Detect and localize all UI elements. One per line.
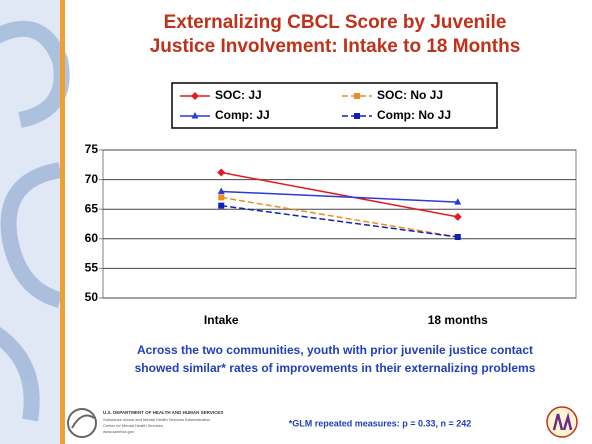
marker <box>217 168 226 177</box>
hhs-emblem <box>71 414 95 429</box>
x-tick-label: Intake <box>204 313 239 327</box>
soc-logo <box>546 406 578 438</box>
legend-box <box>171 82 498 129</box>
footnote: *GLM repeated measures: p = 0.33, n = 24… <box>289 418 472 428</box>
chart-title: Externalizing CBCL Score by Juvenile <box>164 12 507 33</box>
series-line <box>221 196 458 238</box>
legend-marker <box>191 112 199 119</box>
y-tick-label: 55 <box>85 261 99 275</box>
legend-label: SOC: JJ <box>215 88 262 102</box>
legend-marker <box>354 93 360 99</box>
y-tick-label: 70 <box>85 172 99 186</box>
series-line <box>221 171 458 218</box>
caption: showed similar* rates of improvements in… <box>135 361 536 375</box>
legend-label: Comp: JJ <box>215 108 270 122</box>
y-tick-label: 75 <box>85 142 99 156</box>
x-tick-label: 18 months <box>428 313 488 327</box>
logo-text: Center for Mental Health Services <box>103 423 163 428</box>
hhs-logo: U.S. DEPARTMENT OF HEALTH AND HUMAN SERV… <box>67 408 223 438</box>
caption: Across the two communities, youth with p… <box>137 343 533 357</box>
orange-rule <box>60 0 65 444</box>
legend-label: SOC: No JJ <box>377 88 443 102</box>
logo-text: www.samhsa.gov <box>103 429 134 434</box>
legend-marker <box>191 92 199 100</box>
y-tick-label: 60 <box>85 231 99 245</box>
logo-text: U.S. DEPARTMENT OF HEALTH AND HUMAN SERV… <box>103 410 223 415</box>
chart-title: Justice Involvement: Intake to 18 Months <box>150 36 521 57</box>
soc-emblem <box>546 406 578 438</box>
series-line <box>221 204 458 238</box>
marker <box>454 198 462 205</box>
soc-emblem <box>552 412 573 431</box>
y-tick-label: 65 <box>85 201 99 215</box>
hhs-emblem <box>67 408 97 438</box>
marker <box>218 194 225 201</box>
legend-label: Comp: No JJ <box>377 108 451 122</box>
legend-marker <box>354 113 360 119</box>
marker <box>454 234 461 241</box>
series-line <box>221 190 458 203</box>
marker <box>453 212 462 221</box>
marker <box>217 187 225 194</box>
y-tick-label: 50 <box>85 290 99 304</box>
logo-text: Substance Abuse and Mental Health Servic… <box>103 417 210 422</box>
marker <box>218 202 225 209</box>
